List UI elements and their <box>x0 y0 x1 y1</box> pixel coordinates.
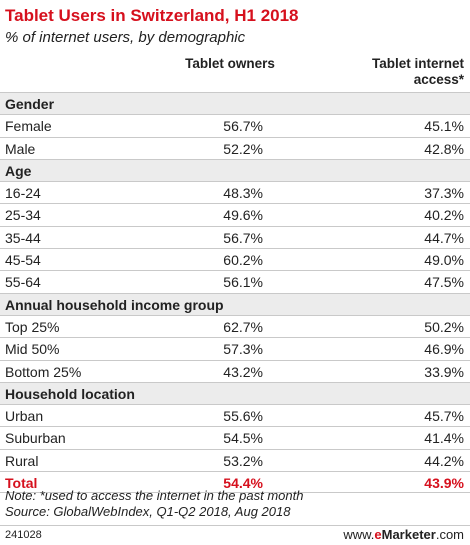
notes: Note: *used to access the internet in th… <box>5 488 303 520</box>
row-label: Urban <box>5 408 44 425</box>
tablet-owners-value: 57.3% <box>223 341 263 358</box>
page-subtitle: % of internet users, by demographic <box>5 29 246 46</box>
data-table: Tablet owners Tablet internet access* Ge… <box>0 53 470 494</box>
section-header-row: Gender <box>0 92 470 115</box>
tablet-owners-value: 56.7% <box>223 229 263 246</box>
chart-id: 241028 <box>5 529 42 541</box>
row-label: 55-64 <box>5 274 41 291</box>
total-tablet-internet-access-value: 43.9% <box>424 475 464 492</box>
tablet-internet-access-value: 45.1% <box>424 118 464 135</box>
brand-suffix: .com <box>435 527 464 542</box>
table-row: Male 52.2% 42.8% <box>0 136 470 159</box>
brand-logo: www.eMarketer.com <box>343 527 464 542</box>
column-header-tablet-internet-access: Tablet internet access* <box>371 56 464 87</box>
tablet-owners-value: 55.6% <box>223 408 263 425</box>
tablet-owners-value: 60.2% <box>223 252 263 269</box>
page-title: Tablet Users in Switzerland, H1 2018 <box>5 6 299 25</box>
row-label: Bottom 25% <box>5 363 82 380</box>
table-row: Bottom 25% 43.2% 33.9% <box>0 359 470 382</box>
brand-e: e <box>374 527 382 542</box>
table-header-row: Tablet owners Tablet internet access* <box>0 53 470 92</box>
row-label: Male <box>5 140 36 157</box>
table-body: Gender Female 56.7% 45.1% Male 52.2% 42.8% Age 1… <box>0 92 470 494</box>
tablet-internet-access-value: 47.5% <box>424 274 464 291</box>
row-label: 35-44 <box>5 229 41 246</box>
tablet-owners-value: 48.3% <box>223 185 263 202</box>
total-tablet-owners-value: 54.4% <box>223 475 263 492</box>
footer-divider <box>0 525 470 526</box>
row-label: 16-24 <box>5 185 41 202</box>
table-row: Top 25% 62.7% 50.2% <box>0 314 470 337</box>
table-row: Rural 53.2% 44.2% <box>0 448 470 471</box>
column-header-tablet-owners: Tablet owners <box>185 56 275 71</box>
row-label: Mid 50% <box>5 341 60 358</box>
row-label: 25-34 <box>5 207 41 224</box>
section-label: Annual household income group <box>5 296 224 313</box>
tablet-internet-access-value: 46.9% <box>424 341 464 358</box>
tablet-internet-access-value: 41.4% <box>424 430 464 447</box>
section-header-row: Household location <box>0 381 470 405</box>
table-row: Suburban 54.5% 41.4% <box>0 426 470 448</box>
table-row: 16-24 48.3% 37.3% <box>0 181 470 203</box>
table-row: 35-44 56.7% 44.7% <box>0 225 470 248</box>
tablet-internet-access-value: 45.7% <box>424 408 464 425</box>
tablet-internet-access-value: 33.9% <box>424 363 464 380</box>
tablet-internet-access-value: 44.2% <box>424 452 464 469</box>
tablet-internet-access-value: 50.2% <box>424 318 464 335</box>
total-label: Total <box>5 475 38 492</box>
row-label: Suburban <box>5 430 66 447</box>
total-row: Total 54.4% 43.9% <box>0 471 470 494</box>
section-label: Age <box>5 162 32 179</box>
tablet-internet-access-value: 42.8% <box>424 140 464 157</box>
brand-prefix: www. <box>343 527 375 542</box>
tablet-owners-value: 43.2% <box>223 363 263 380</box>
tablet-internet-access-value: 37.3% <box>424 185 464 202</box>
section-header-row: Age <box>0 158 470 182</box>
note-text: Note: *used to access the internet in th… <box>5 488 304 503</box>
table-row: 55-64 56.1% 47.5% <box>0 270 470 292</box>
tablet-internet-access-value: 44.7% <box>424 229 464 246</box>
table-row: 25-34 49.6% 40.2% <box>0 203 470 225</box>
tablet-owners-value: 62.7% <box>223 318 263 335</box>
table-row: Urban 55.6% 45.7% <box>0 404 470 426</box>
source-text: Source: GlobalWebIndex, Q1-Q2 2018, Aug … <box>5 504 291 519</box>
tablet-owners-value: 56.7% <box>223 118 263 135</box>
tablet-owners-value: 54.5% <box>223 430 263 447</box>
tablet-internet-access-value: 49.0% <box>424 252 464 269</box>
table-row: 45-54 60.2% 49.0% <box>0 248 470 270</box>
brand-name: Marketer <box>381 527 436 542</box>
tablet-owners-value: 52.2% <box>223 140 263 157</box>
row-label: Female <box>5 118 52 135</box>
section-label: Household location <box>5 385 135 402</box>
tablet-owners-value: 53.2% <box>223 452 263 469</box>
table-row: Female 56.7% 45.1% <box>0 114 470 136</box>
row-label: Rural <box>5 452 39 469</box>
tablet-internet-access-value: 40.2% <box>424 207 464 224</box>
table-row: Mid 50% 57.3% 46.9% <box>0 337 470 359</box>
tablet-owners-value: 49.6% <box>223 207 263 224</box>
tablet-owners-value: 56.1% <box>223 274 263 291</box>
section-label: Gender <box>5 96 55 112</box>
row-label: 45-54 <box>5 252 41 269</box>
row-label: Top 25% <box>5 318 60 335</box>
section-header-row: Annual household income group <box>0 292 470 315</box>
